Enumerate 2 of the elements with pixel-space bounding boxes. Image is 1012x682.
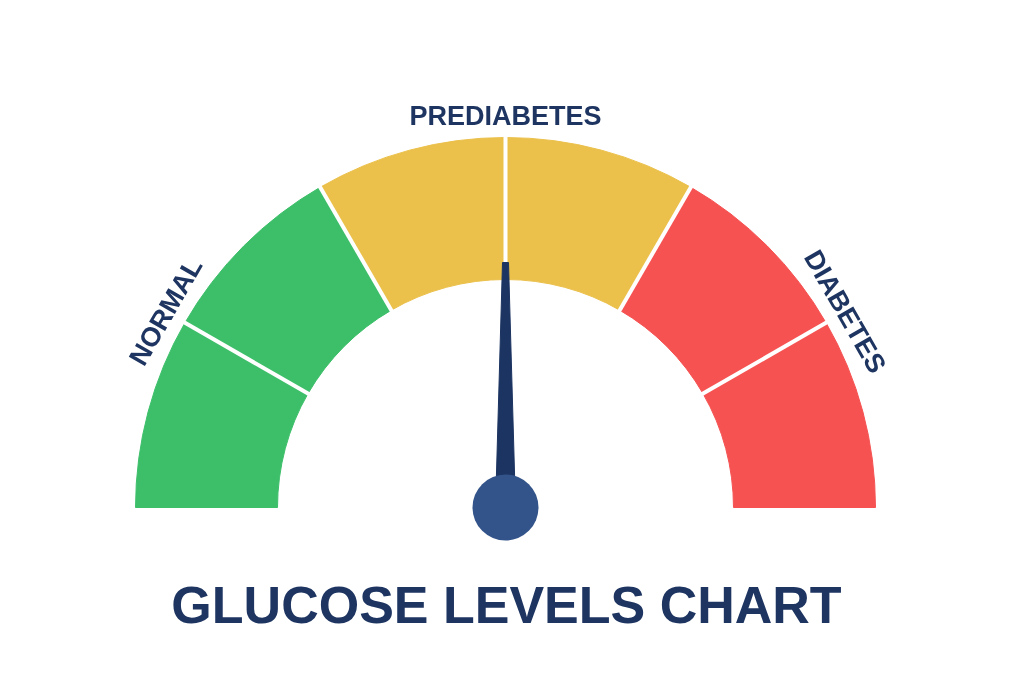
text: GLUCOSE LEVELS CHART [171, 575, 842, 634]
slice-label: PREDIABETES [409, 100, 602, 131]
